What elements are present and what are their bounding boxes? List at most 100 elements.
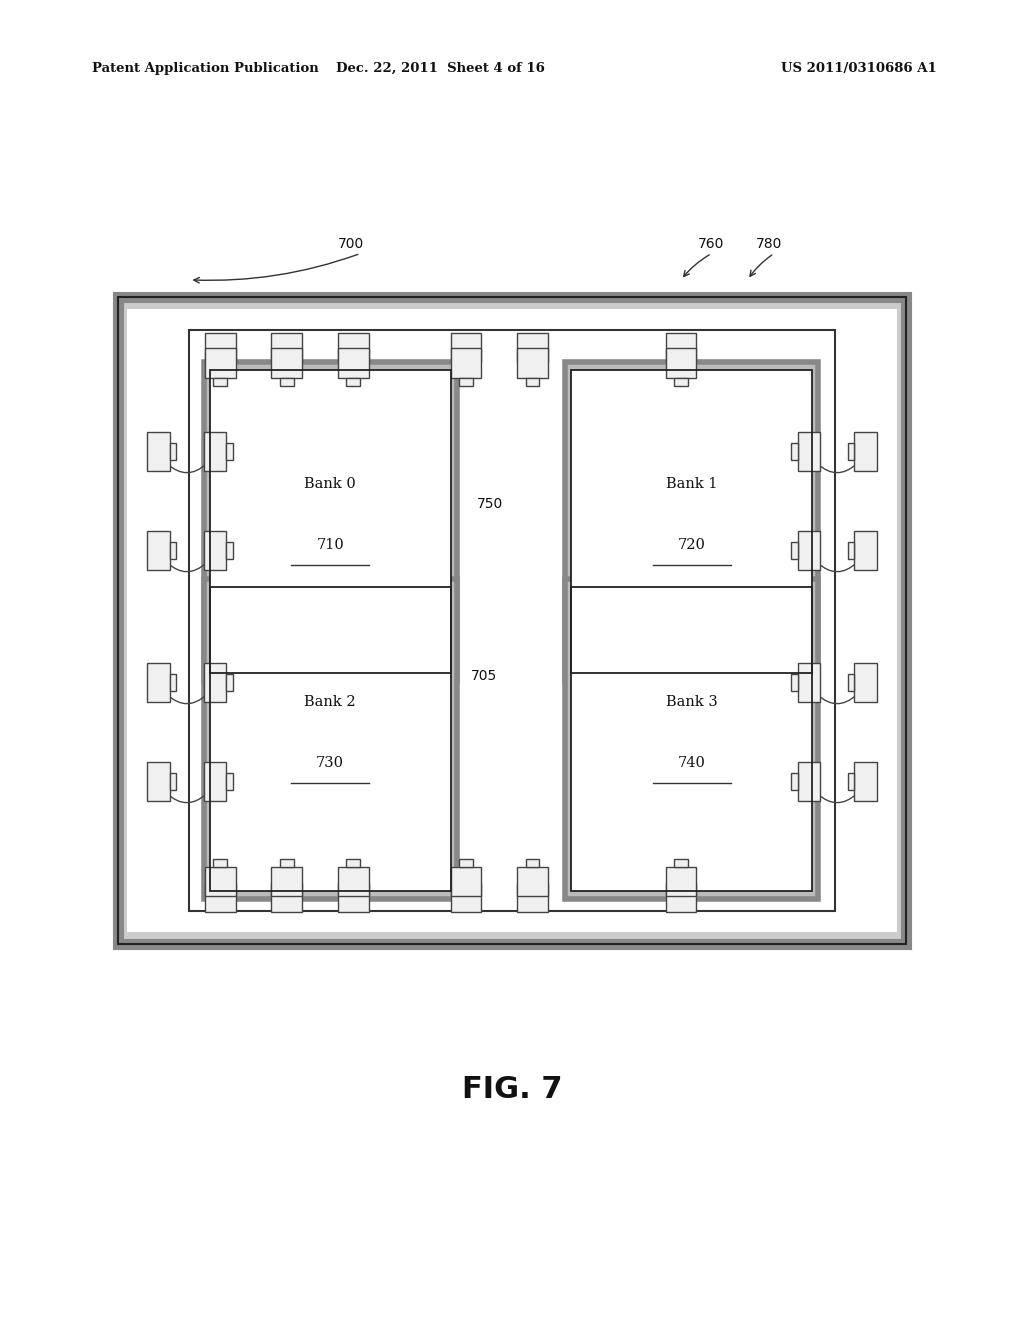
- Bar: [226, 442, 232, 461]
- Bar: [674, 378, 688, 385]
- Text: 780: 780: [756, 238, 782, 251]
- Bar: [147, 531, 170, 570]
- Bar: [205, 867, 236, 896]
- Bar: [346, 859, 360, 867]
- Text: 750: 750: [477, 498, 504, 511]
- Bar: [798, 432, 820, 471]
- Bar: [204, 762, 226, 801]
- Bar: [271, 867, 302, 896]
- Bar: [674, 362, 688, 370]
- Bar: [571, 370, 812, 673]
- Text: 720: 720: [678, 539, 706, 552]
- Text: Bank 1: Bank 1: [666, 478, 718, 491]
- Bar: [210, 370, 451, 673]
- Text: Patent Application Publication: Patent Application Publication: [92, 62, 318, 75]
- Bar: [338, 348, 369, 378]
- Bar: [854, 762, 877, 801]
- Bar: [204, 362, 457, 681]
- Bar: [204, 663, 226, 702]
- Bar: [848, 541, 854, 560]
- Bar: [204, 579, 457, 899]
- Bar: [798, 531, 820, 570]
- Bar: [525, 378, 540, 385]
- Bar: [271, 348, 302, 378]
- Bar: [459, 362, 473, 370]
- Bar: [226, 673, 232, 692]
- Bar: [451, 883, 481, 912]
- Bar: [525, 362, 540, 370]
- Bar: [170, 442, 176, 461]
- Bar: [674, 859, 688, 867]
- Bar: [170, 541, 176, 560]
- Bar: [271, 883, 302, 912]
- Text: 740: 740: [678, 756, 706, 770]
- Bar: [848, 442, 854, 461]
- Bar: [666, 883, 696, 912]
- Text: 705: 705: [471, 669, 498, 682]
- Bar: [459, 875, 473, 883]
- Text: Bank 0: Bank 0: [304, 478, 356, 491]
- Bar: [525, 859, 540, 867]
- Bar: [226, 541, 232, 560]
- Bar: [346, 362, 360, 370]
- Bar: [205, 883, 236, 912]
- Bar: [204, 432, 226, 471]
- Bar: [205, 333, 236, 362]
- Bar: [666, 333, 696, 362]
- Bar: [170, 673, 176, 692]
- Bar: [213, 378, 227, 385]
- Bar: [798, 663, 820, 702]
- Bar: [346, 875, 360, 883]
- Bar: [280, 875, 294, 883]
- Bar: [854, 663, 877, 702]
- Bar: [205, 348, 236, 378]
- Bar: [451, 348, 481, 378]
- Bar: [147, 432, 170, 471]
- Bar: [170, 772, 176, 791]
- Bar: [147, 663, 170, 702]
- Bar: [792, 442, 798, 461]
- Text: FIG. 7: FIG. 7: [462, 1074, 562, 1104]
- Bar: [848, 772, 854, 791]
- Bar: [459, 859, 473, 867]
- Bar: [118, 297, 906, 944]
- Bar: [118, 297, 906, 944]
- Text: Bank 3: Bank 3: [666, 696, 718, 709]
- Bar: [854, 531, 877, 570]
- Bar: [848, 673, 854, 692]
- Bar: [451, 333, 481, 362]
- Bar: [346, 378, 360, 385]
- Bar: [517, 348, 548, 378]
- Bar: [571, 370, 812, 673]
- Bar: [226, 772, 232, 791]
- Bar: [571, 587, 812, 891]
- Bar: [213, 362, 227, 370]
- Bar: [666, 867, 696, 896]
- Bar: [451, 867, 481, 896]
- Bar: [565, 579, 818, 899]
- Text: 710: 710: [316, 539, 344, 552]
- Bar: [571, 587, 812, 891]
- Bar: [459, 378, 473, 385]
- Bar: [798, 762, 820, 801]
- Text: 730: 730: [316, 756, 344, 770]
- Bar: [213, 859, 227, 867]
- Bar: [565, 362, 818, 681]
- Bar: [674, 875, 688, 883]
- Bar: [210, 587, 451, 891]
- Bar: [525, 875, 540, 883]
- Bar: [147, 762, 170, 801]
- Bar: [204, 531, 226, 570]
- Bar: [210, 587, 451, 891]
- Bar: [271, 333, 302, 362]
- Bar: [854, 432, 877, 471]
- Text: 700: 700: [338, 238, 365, 251]
- Bar: [792, 772, 798, 791]
- Bar: [338, 333, 369, 362]
- Bar: [210, 370, 451, 673]
- Bar: [338, 867, 369, 896]
- Text: Dec. 22, 2011  Sheet 4 of 16: Dec. 22, 2011 Sheet 4 of 16: [336, 62, 545, 75]
- Bar: [280, 362, 294, 370]
- Text: 760: 760: [698, 238, 725, 251]
- Bar: [792, 673, 798, 692]
